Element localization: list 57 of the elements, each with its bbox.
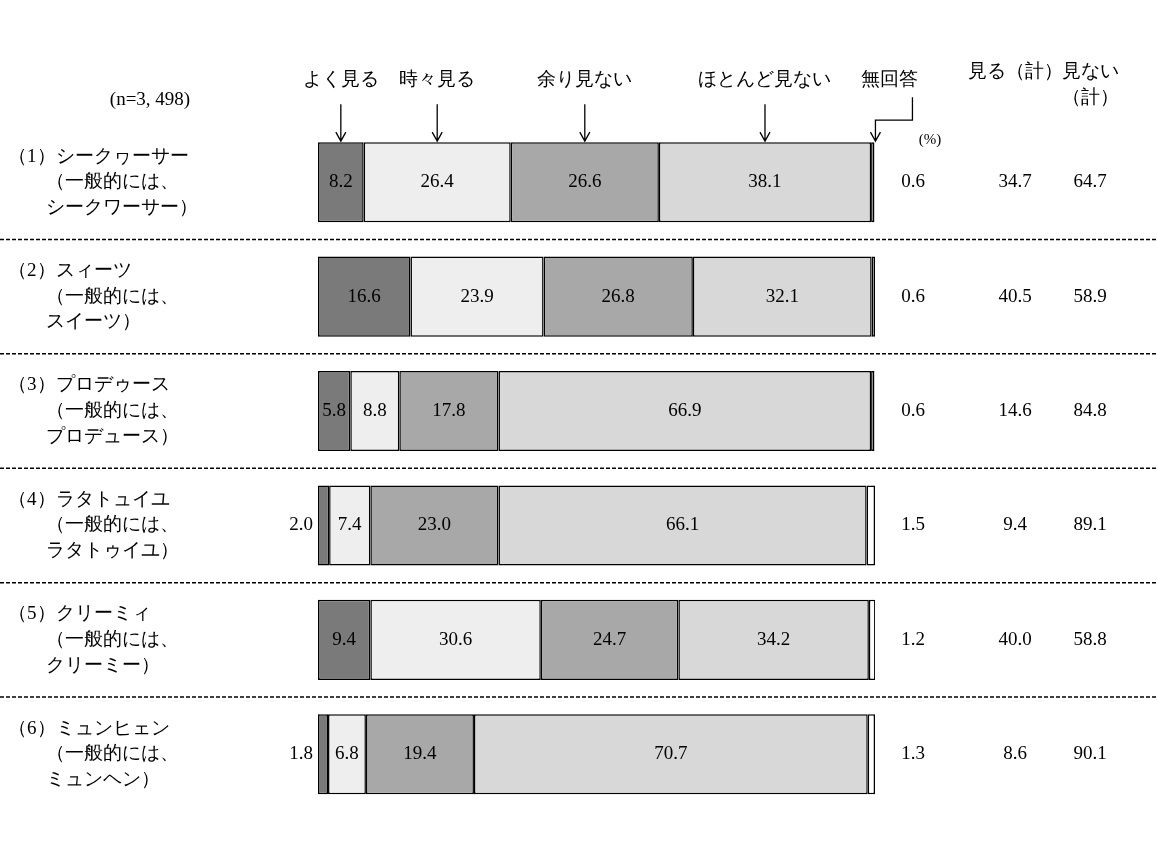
text: よく見る xyxy=(302,68,379,90)
data-label: 6.8 xyxy=(335,742,359,764)
text: 14.6 xyxy=(998,399,1032,421)
text: 34.7 xyxy=(998,170,1032,192)
data-label: 1.2 xyxy=(901,627,925,649)
text: 58.9 xyxy=(1073,284,1107,306)
data-label: 16.6 xyxy=(347,284,381,306)
text: 84.8 xyxy=(1073,399,1107,421)
data-label: 24.7 xyxy=(592,627,627,649)
y-tick-label: （4）ラタトュイユ（一般的には、ラタトゥイユ） xyxy=(8,487,179,561)
y-tick-label: （2）スィーツ（一般的には、スイーツ） xyxy=(8,258,179,332)
data-label: 8.8 xyxy=(362,399,387,421)
text: 40.5 xyxy=(998,284,1032,306)
text: 58.8 xyxy=(1073,627,1107,649)
text: 8.6 xyxy=(1003,742,1027,764)
data-label: 26.6 xyxy=(568,170,602,192)
y-tick-label: （6）ミュンヒェン（一般的には、ミュンヘン） xyxy=(8,716,179,789)
data-label: 8.2 xyxy=(328,170,353,192)
text: ほとんど見ない xyxy=(698,68,832,90)
text: 64.7 xyxy=(1073,170,1107,192)
y-tick-label: （3）プロデゥース（一般的には、プロデュース） xyxy=(8,373,179,446)
data-label: 26.4 xyxy=(420,170,455,192)
text: 見る（計） xyxy=(967,60,1063,82)
data-label: 66.1 xyxy=(665,513,700,535)
text: 90.1 xyxy=(1073,742,1107,764)
text: (%) xyxy=(918,131,942,149)
text: 見ない（計） xyxy=(1061,60,1119,108)
data-label: 7.4 xyxy=(337,513,363,535)
data-label: 9.4 xyxy=(332,627,357,649)
data-label: 0.6 xyxy=(901,170,925,192)
text: 40.0 xyxy=(998,627,1032,649)
data-label: 26.8 xyxy=(601,284,635,306)
data-label: 66.9 xyxy=(668,399,702,421)
data-label: 1.8 xyxy=(289,742,313,764)
data-label: 70.7 xyxy=(654,742,688,764)
text: 余り見ない xyxy=(537,68,633,90)
text: (n=3, 498) xyxy=(109,88,191,111)
text: 無回答 xyxy=(860,68,918,90)
data-label: 19.4 xyxy=(403,742,438,764)
text: 9.4 xyxy=(1003,513,1028,535)
data-label: 32.1 xyxy=(765,284,799,306)
data-label: 0.6 xyxy=(901,399,925,421)
data-label: 38.1 xyxy=(748,170,782,192)
data-label: 34.2 xyxy=(757,627,791,649)
data-label: 0.6 xyxy=(901,284,925,306)
y-tick-label: （1）シークヮーサー（一般的には、シークワーサー） xyxy=(8,144,198,217)
data-label: 23.0 xyxy=(417,513,452,535)
data-label: 2.0 xyxy=(289,513,313,535)
data-label: 1.3 xyxy=(901,742,925,764)
data-label: 5.8 xyxy=(322,399,347,421)
y-tick-label: （5）クリーミィ（一般的には、クリーミー） xyxy=(8,602,179,675)
data-label: 23.9 xyxy=(460,284,494,306)
data-label: 1.5 xyxy=(901,513,925,535)
data-label: 17.8 xyxy=(432,399,466,421)
text: 時々見る xyxy=(399,68,476,90)
text: 89.1 xyxy=(1073,513,1107,535)
data-label: 30.6 xyxy=(438,627,473,649)
